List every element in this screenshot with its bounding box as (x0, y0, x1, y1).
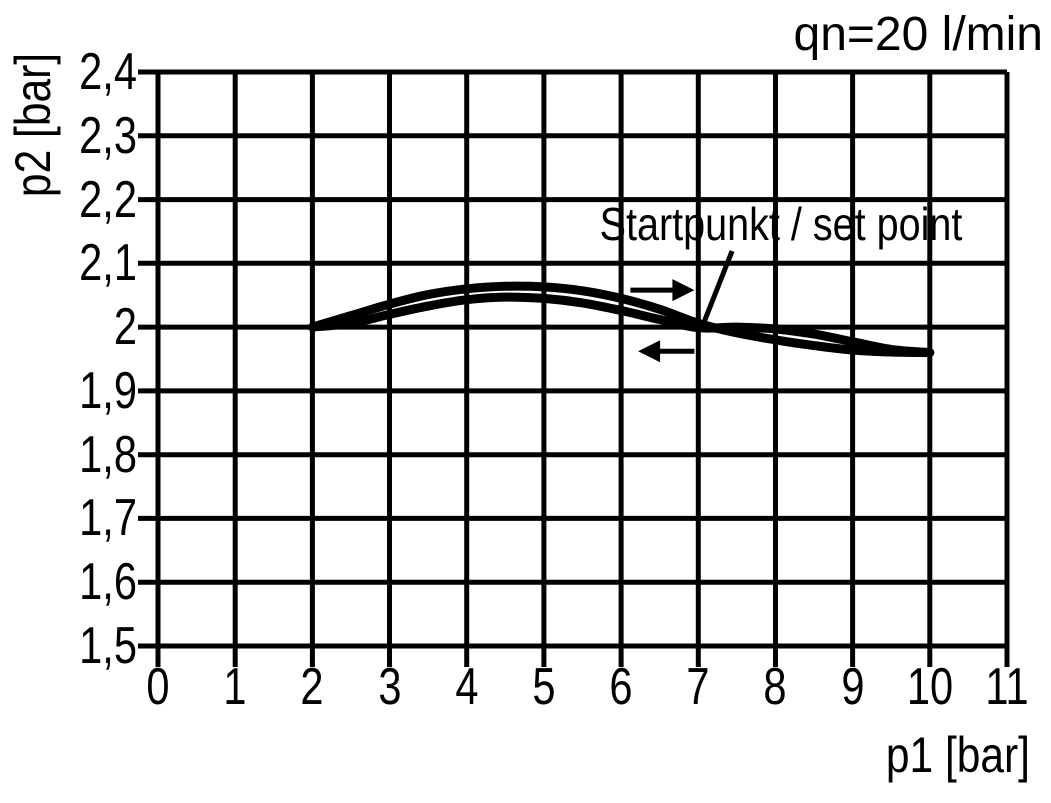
x-axis-title: p1 [bar] (885, 727, 1030, 783)
x-tick-label: 10 (906, 658, 953, 716)
y-tick-label: 2,3 (79, 106, 137, 165)
x-tick-label: 6 (609, 658, 633, 716)
curve-return (307, 292, 935, 358)
y-tick-label: 1,7 (79, 489, 137, 548)
chart-title: qn=20 l/min (793, 8, 1044, 61)
x-tick-label: 2 (300, 658, 324, 716)
y-tick-label: 1,8 (79, 425, 137, 484)
x-tick-label: 9 (841, 658, 865, 716)
y-tick-label: 2,4 (79, 43, 137, 101)
x-tick-label: 5 (532, 658, 556, 716)
annotation-leader-line (699, 250, 735, 329)
curve-forward (307, 281, 935, 358)
x-tick-label: 7 (686, 658, 710, 716)
x-tick-label: 4 (455, 658, 479, 716)
leader-line (699, 250, 735, 329)
direction-arrows (630, 279, 695, 363)
y-tick-label: 1,6 (79, 553, 137, 612)
x-tick-label: 0 (146, 658, 170, 716)
y-tick-label: 2,1 (79, 234, 137, 293)
arrow-right-head-icon (672, 279, 695, 302)
x-tick-label: 3 (377, 658, 402, 716)
y-tick-label: 2,2 (79, 170, 137, 229)
y-tick-label: 1,9 (79, 361, 137, 420)
x-tick-label: 1 (223, 658, 247, 716)
arrow-left-head-icon (638, 340, 661, 363)
grid-lines (138, 69, 1010, 667)
x-tick-label: 8 (763, 658, 788, 716)
setpoint-annotation-label: Startpunkt / set point (599, 198, 963, 250)
hysteresis-curves (307, 281, 935, 358)
y-tick-label: 2 (113, 298, 137, 357)
y-tick-label: 1,5 (79, 617, 137, 675)
x-tick-label: 11 (985, 658, 1029, 716)
